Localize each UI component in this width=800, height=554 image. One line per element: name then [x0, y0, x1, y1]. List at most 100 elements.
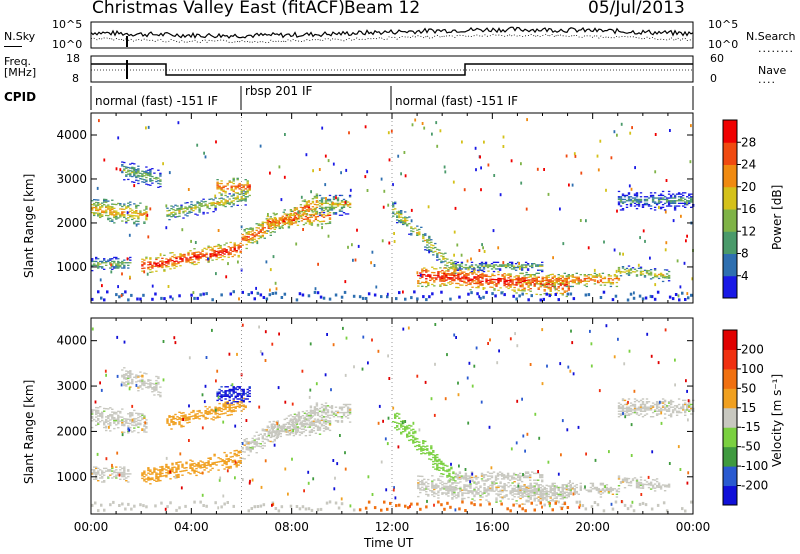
heatmap-cell — [127, 432, 130, 434]
heatmap-cell — [172, 215, 175, 217]
heatmap-cell — [645, 271, 649, 273]
heatmap-cell — [512, 266, 516, 269]
heatmap-cell — [449, 487, 452, 489]
heatmap-cell — [491, 489, 494, 491]
heatmap-cell — [418, 448, 421, 450]
heatmap-cell — [336, 421, 340, 423]
heatmap-cell — [530, 294, 533, 298]
heatmap-cell — [287, 415, 291, 417]
heatmap-cell — [224, 395, 227, 397]
heatmap-cell — [651, 196, 655, 198]
heatmap-cell — [111, 470, 114, 472]
heatmap-cell — [235, 455, 238, 457]
heatmap-cell — [620, 122, 623, 126]
heatmap-cell — [97, 423, 100, 425]
heatmap-cell — [416, 438, 419, 440]
heatmap-cell — [465, 485, 468, 488]
heatmap-cell — [312, 427, 316, 429]
heatmap-cell — [159, 475, 162, 478]
heatmap-cell — [451, 277, 454, 279]
heatmap-cell — [117, 263, 120, 265]
heatmap-cell — [524, 266, 528, 269]
heatmap-cell — [645, 202, 649, 204]
heatmap-cell — [222, 408, 225, 411]
heatmap-cell — [177, 256, 180, 258]
heatmap-cell — [621, 266, 625, 268]
heatmap-cell — [667, 270, 671, 273]
heatmap-cell — [173, 263, 176, 265]
heatmap-cell — [223, 460, 226, 462]
heatmap-cell — [135, 206, 138, 208]
heatmap-cell — [531, 281, 534, 283]
heatmap-cell — [344, 405, 348, 407]
heatmap-cell — [465, 282, 468, 284]
heatmap-cell — [445, 267, 448, 269]
heatmap-cell — [117, 267, 120, 269]
heatmap-cell — [340, 200, 344, 202]
heatmap-cell — [292, 214, 296, 216]
heatmap-cell — [549, 293, 552, 295]
heatmap-cell — [493, 281, 496, 283]
heatmap-cell — [599, 296, 603, 299]
heatmap-cell — [125, 262, 128, 264]
heatmap-cell — [302, 428, 306, 430]
heatmap-cell — [305, 203, 309, 205]
heatmap-cell — [521, 496, 524, 498]
heatmap-cell — [145, 166, 148, 168]
heatmap-cell — [182, 210, 185, 213]
heatmap-cell — [126, 211, 129, 215]
heatmap-cell — [432, 450, 435, 452]
heatmap-cell — [519, 277, 522, 280]
heatmap-cell — [682, 192, 685, 194]
heatmap-cell — [131, 431, 134, 433]
heatmap-cell — [440, 462, 443, 464]
heatmap-cell — [280, 429, 283, 431]
heatmap-cell — [443, 284, 446, 286]
heatmap-cell — [219, 246, 222, 248]
heatmap-cell — [336, 202, 340, 204]
heatmap-cell — [499, 489, 502, 491]
heatmap-cell — [121, 374, 124, 377]
heatmap-cell — [316, 420, 320, 422]
heatmap-cell — [178, 211, 181, 213]
heatmap-cell — [294, 220, 298, 223]
heatmap-cell — [445, 274, 448, 276]
heatmap-cell — [471, 278, 474, 280]
heatmap-cell — [245, 447, 248, 449]
heatmap-cell — [222, 406, 225, 408]
heatmap-cell — [207, 260, 210, 262]
heatmap-cell — [237, 464, 240, 466]
heatmap-cell — [119, 204, 122, 206]
heatmap-cell — [259, 293, 263, 297]
heatmap-cell — [195, 465, 198, 467]
heatmap-cell — [408, 424, 411, 427]
heatmap-cell — [637, 204, 641, 206]
heatmap-cell — [123, 266, 126, 268]
heatmap-cell — [226, 394, 229, 396]
heatmap-cell — [447, 488, 450, 490]
heatmap-cell — [303, 199, 307, 201]
heatmap-cell — [91, 473, 94, 475]
heatmap-cell — [336, 198, 340, 201]
heatmap-cell — [519, 279, 522, 281]
heatmap-cell — [426, 244, 429, 246]
heatmap-cell — [191, 263, 194, 265]
heatmap-cell — [617, 204, 621, 206]
heatmap-cell — [447, 273, 450, 275]
heatmap-cell — [487, 487, 490, 489]
heatmap-cell — [419, 277, 422, 279]
heatmap-cell — [149, 175, 152, 177]
heatmap-cell — [344, 200, 347, 204]
heatmap-cell — [434, 458, 437, 461]
heatmap-cell — [153, 387, 156, 389]
heatmap-cell — [243, 444, 246, 446]
heatmap-cell — [227, 466, 230, 468]
heatmap-cell — [270, 427, 273, 430]
heatmap-cell — [212, 211, 215, 213]
heatmap-cell — [659, 206, 663, 208]
heatmap-cell — [482, 266, 486, 269]
heatmap-cell — [324, 215, 328, 217]
heatmap-cell — [457, 272, 460, 274]
heatmap-cell — [238, 394, 241, 396]
heatmap-cell — [503, 278, 506, 280]
